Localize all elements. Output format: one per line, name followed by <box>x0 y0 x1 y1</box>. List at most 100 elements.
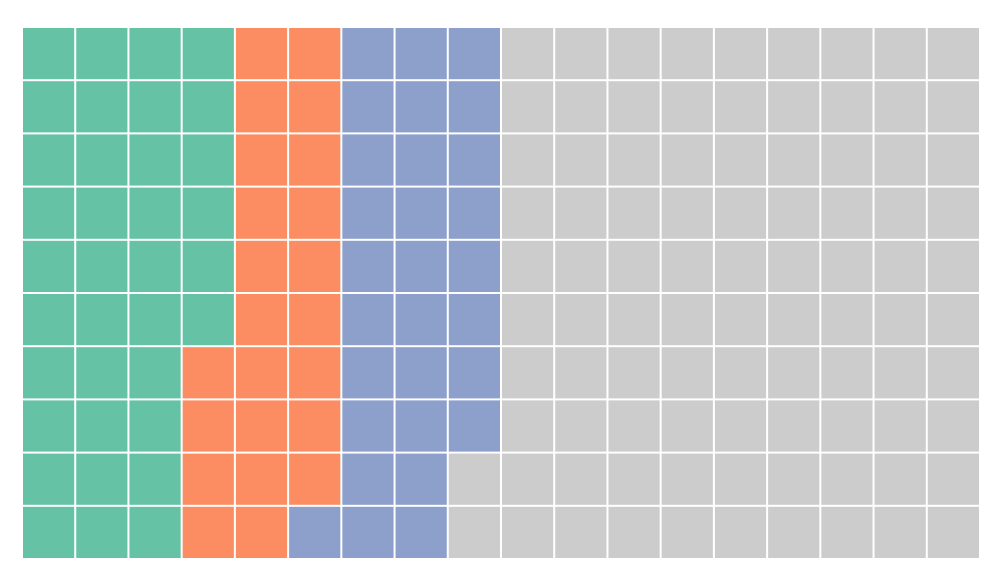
waffle-cell <box>342 187 394 239</box>
waffle-cell <box>448 134 500 186</box>
waffle-cell <box>448 453 500 505</box>
waffle-cell <box>182 240 234 292</box>
waffle-cell <box>182 453 234 505</box>
waffle-cell <box>76 81 128 133</box>
waffle-cell <box>395 453 447 505</box>
waffle-cell <box>768 134 820 186</box>
waffle-cell <box>608 400 660 452</box>
waffle-cell <box>661 347 713 399</box>
waffle-cell <box>23 28 75 80</box>
waffle-cell <box>235 347 288 399</box>
waffle-cell <box>182 28 234 80</box>
waffle-cell <box>235 187 288 239</box>
waffle-cell <box>342 240 394 292</box>
waffle-cell <box>874 506 926 558</box>
waffle-cell <box>76 453 128 505</box>
waffle-cell <box>182 134 234 186</box>
waffle-cell <box>768 240 820 292</box>
waffle-cell <box>768 453 820 505</box>
waffle-cell <box>76 28 128 80</box>
waffle-cell <box>555 347 607 399</box>
waffle-cell <box>502 453 554 505</box>
waffle-cell <box>555 240 607 292</box>
waffle-cell <box>555 453 607 505</box>
waffle-cell <box>874 400 926 452</box>
waffle-cell <box>821 28 873 80</box>
waffle-cell <box>23 240 75 292</box>
waffle-cell <box>768 347 820 399</box>
waffle-cell <box>235 134 288 186</box>
waffle-cell <box>661 400 713 452</box>
waffle-cell <box>874 294 926 346</box>
waffle-cell <box>342 134 394 186</box>
waffle-cell <box>235 240 288 292</box>
waffle-cell <box>714 506 767 558</box>
waffle-cell <box>502 506 554 558</box>
waffle-cell <box>395 134 447 186</box>
waffle-cell <box>768 400 820 452</box>
waffle-cell <box>23 453 75 505</box>
waffle-cell <box>874 134 926 186</box>
waffle-cell <box>342 347 394 399</box>
waffle-cell <box>555 187 607 239</box>
waffle-cell <box>76 187 128 239</box>
waffle-cell <box>821 400 873 452</box>
waffle-cell <box>714 453 767 505</box>
waffle-cell <box>342 506 394 558</box>
waffle-cell <box>289 134 341 186</box>
waffle-cell <box>608 453 660 505</box>
waffle-cell <box>76 294 128 346</box>
waffle-cell <box>289 453 341 505</box>
waffle-cell <box>23 400 75 452</box>
waffle-cell <box>76 400 128 452</box>
waffle-cell <box>129 81 181 133</box>
waffle-cell <box>129 453 181 505</box>
waffle-cell <box>502 187 554 239</box>
waffle-cell <box>661 134 713 186</box>
waffle-cell <box>502 294 554 346</box>
waffle-cell <box>129 28 181 80</box>
waffle-cell <box>768 294 820 346</box>
waffle-cell <box>555 506 607 558</box>
waffle-cell <box>129 506 181 558</box>
waffle-cell <box>714 294 767 346</box>
waffle-cell <box>927 187 979 239</box>
waffle-cell <box>342 453 394 505</box>
waffle-cell <box>874 240 926 292</box>
waffle-cell <box>661 506 713 558</box>
waffle-cell <box>395 81 447 133</box>
waffle-cell <box>23 506 75 558</box>
waffle-cell <box>342 294 394 346</box>
waffle-cell <box>927 134 979 186</box>
waffle-cell <box>289 81 341 133</box>
waffle-cell <box>661 294 713 346</box>
waffle-cell <box>448 347 500 399</box>
waffle-cell <box>129 187 181 239</box>
waffle-cell <box>182 187 234 239</box>
waffle-cell <box>608 347 660 399</box>
waffle-cell <box>342 81 394 133</box>
waffle-cell <box>23 347 75 399</box>
waffle-cell <box>608 134 660 186</box>
waffle-cell <box>768 187 820 239</box>
waffle-cell <box>502 28 554 80</box>
waffle-cell <box>448 240 500 292</box>
waffle-cell <box>927 506 979 558</box>
waffle-cell <box>182 81 234 133</box>
waffle-cell <box>608 294 660 346</box>
waffle-cell <box>661 240 713 292</box>
waffle-cell <box>821 81 873 133</box>
waffle-cell <box>874 187 926 239</box>
waffle-cell <box>235 453 288 505</box>
waffle-cell <box>23 294 75 346</box>
waffle-cell <box>502 347 554 399</box>
waffle-cell <box>768 28 820 80</box>
waffle-cell <box>608 240 660 292</box>
waffle-cell <box>448 81 500 133</box>
waffle-cell <box>874 81 926 133</box>
waffle-cell <box>927 453 979 505</box>
waffle-cell <box>342 28 394 80</box>
waffle-cell <box>289 400 341 452</box>
waffle-cell <box>76 134 128 186</box>
